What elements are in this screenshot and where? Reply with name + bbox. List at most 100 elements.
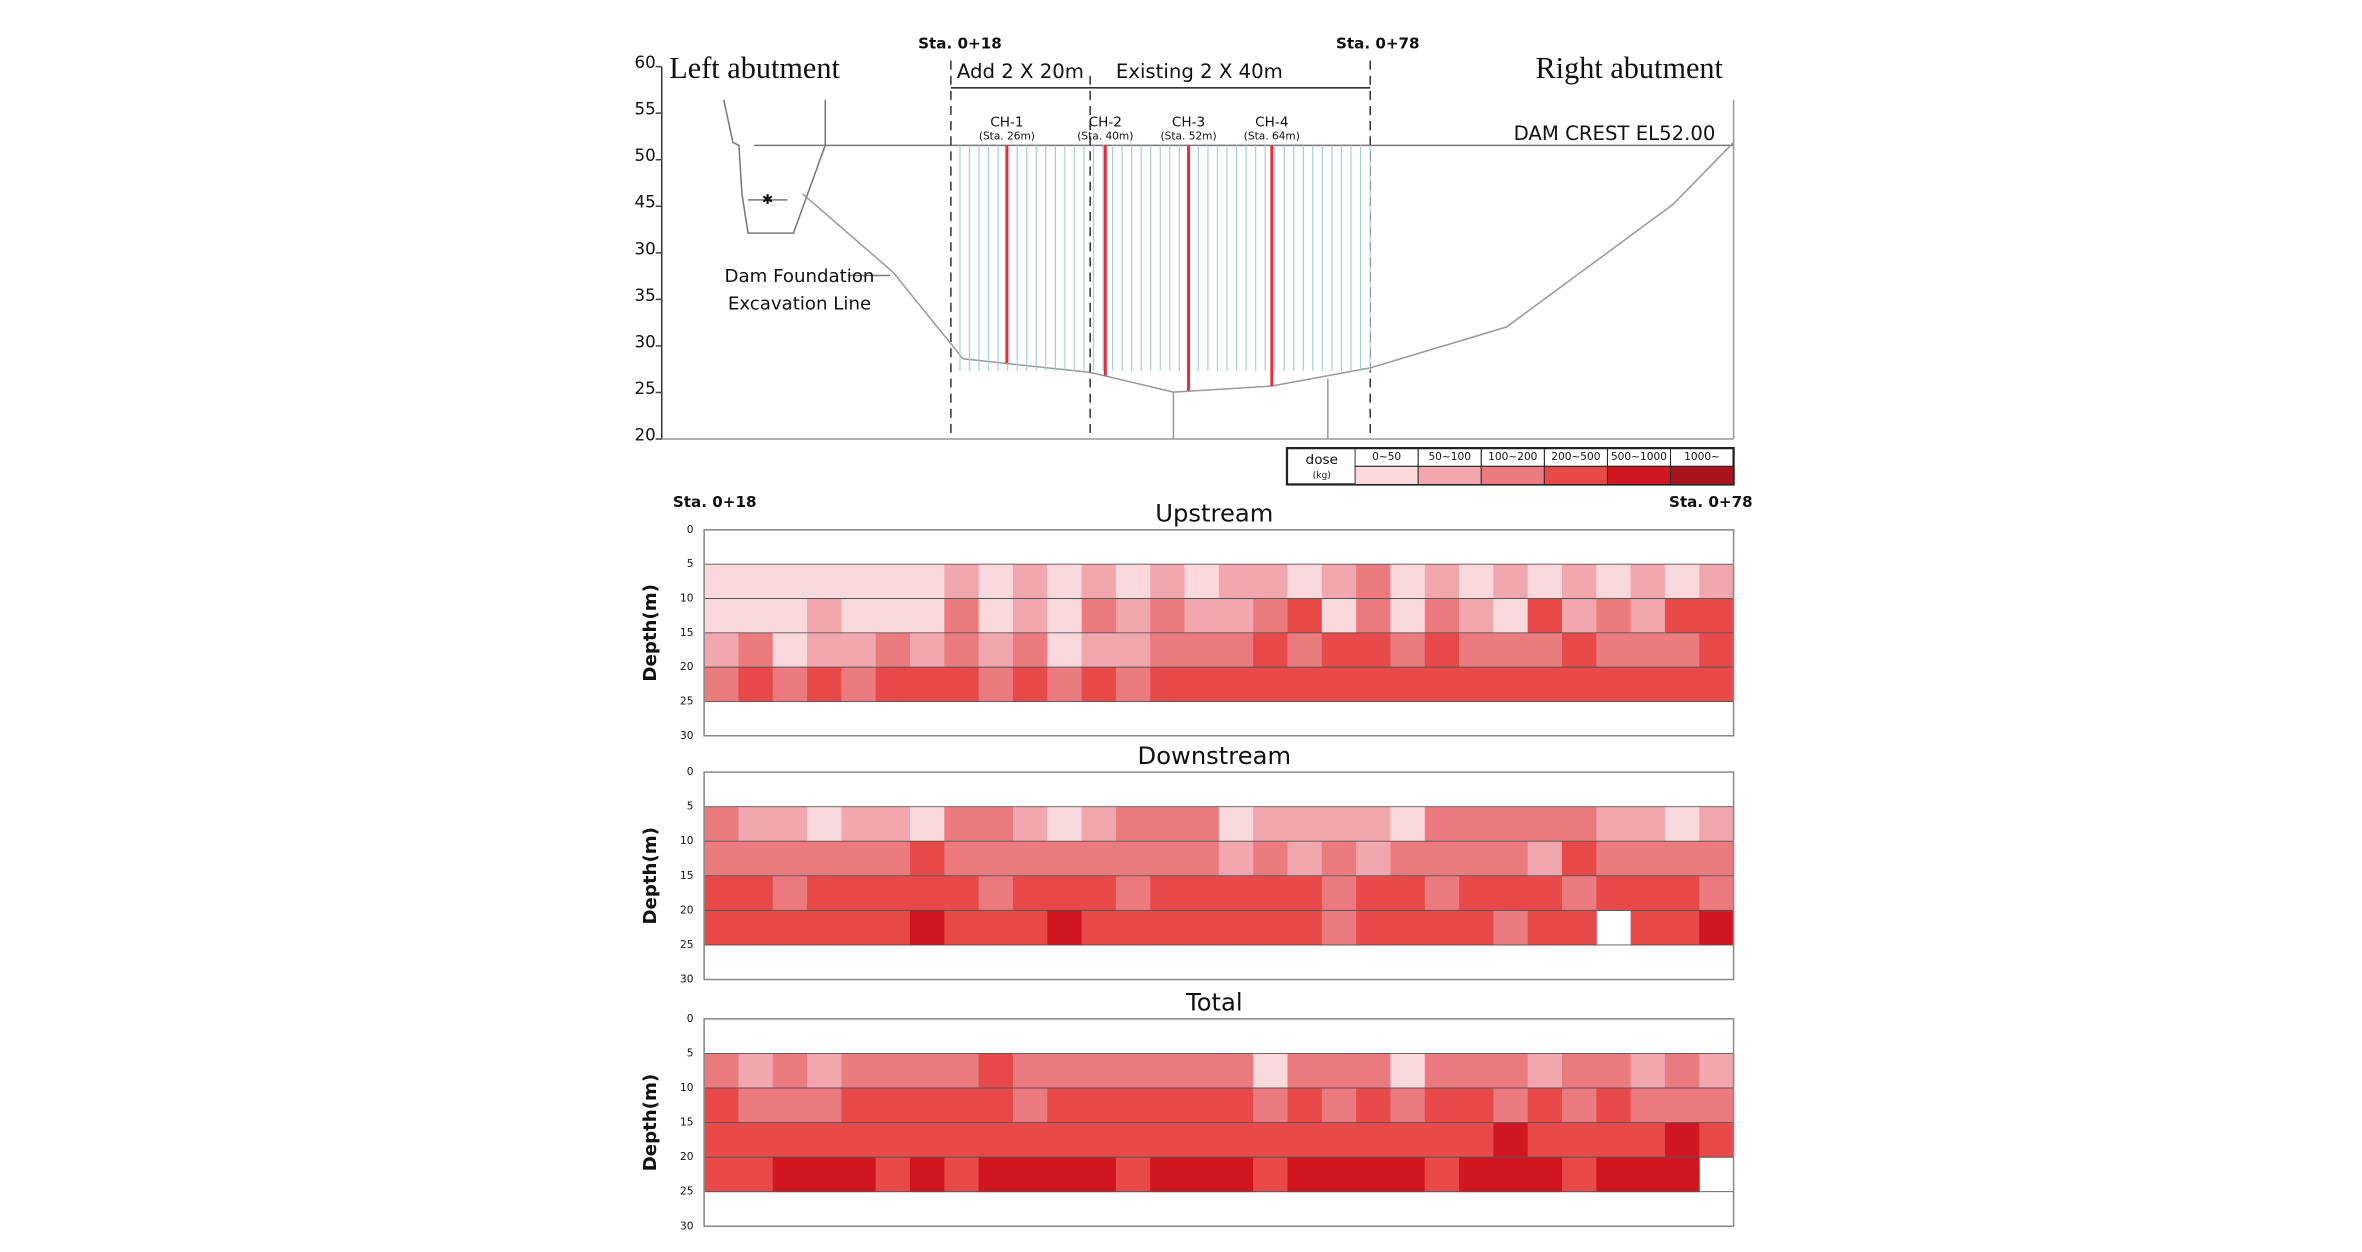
heat-cell (1047, 1157, 1083, 1193)
heat-cell (807, 875, 842, 911)
legend-label: 1000~ (1684, 451, 1720, 463)
heat-cell (1115, 806, 1151, 842)
left-label: Left abutment (669, 51, 840, 85)
y-tick-label: 50 (634, 146, 655, 165)
heat-cell (1047, 598, 1083, 634)
excavation-line (802, 141, 1735, 393)
heat-cell (1012, 1087, 1048, 1124)
heat-cell (772, 910, 808, 946)
heat-cell (1047, 841, 1083, 877)
heat-cell (1081, 1087, 1117, 1124)
heat-cell (1424, 841, 1460, 877)
heat-cell (1218, 841, 1254, 877)
heat-cell (978, 564, 1014, 599)
heat-cell (978, 1157, 1014, 1193)
heat-cell (1356, 667, 1391, 702)
heat-cell (738, 564, 774, 599)
y-tick-label: 25 (634, 379, 655, 398)
heat-cell (1493, 841, 1529, 877)
heat-cell (875, 806, 911, 842)
heat-cell (875, 598, 911, 634)
heat-cell (1184, 1053, 1220, 1089)
heat-cell (1493, 1122, 1529, 1158)
heat-cell (1424, 910, 1460, 946)
heat-cell (841, 632, 877, 668)
y-tick-label: 15 (680, 870, 693, 882)
heat-cell (1218, 875, 1254, 911)
heat-cell (1699, 1087, 1735, 1124)
heat-cell (772, 1053, 808, 1089)
heat-cell (1115, 1157, 1151, 1193)
legend-label: 500~1000 (1611, 451, 1667, 463)
heat-cell (1287, 598, 1323, 634)
heat-cell (1527, 1087, 1563, 1124)
legend-label: 200~500 (1551, 451, 1601, 463)
heat-cell (910, 1157, 945, 1193)
heat-cell (1527, 667, 1563, 702)
heat-cell (1287, 875, 1323, 911)
heat-cell (910, 1053, 945, 1089)
heat-cell (1081, 632, 1117, 668)
heat-cell (1047, 632, 1083, 668)
heat-cell (1390, 667, 1426, 702)
heat-cell (1012, 841, 1048, 877)
heat-cell (1356, 841, 1391, 877)
heat-cell (1390, 1053, 1426, 1089)
heat-cell (1527, 841, 1563, 877)
heat-cell (1699, 667, 1735, 702)
heat-cell (841, 1122, 877, 1158)
heat-cell (1150, 1053, 1185, 1089)
heat-cell (910, 1087, 945, 1124)
heat-cell (1115, 910, 1151, 946)
heat-cell (1218, 806, 1254, 842)
sta-label: Sta. 0+78 (1336, 34, 1420, 52)
heat-cell (1218, 910, 1254, 946)
heat-cell (1115, 667, 1151, 702)
excavation-label: Excavation Line (728, 293, 871, 314)
heat-cell (1218, 1122, 1254, 1158)
heat-cell (1561, 875, 1597, 911)
heat-cell (1630, 910, 1666, 946)
heat-cell (944, 1053, 980, 1089)
y-tick-label: 5 (687, 1047, 694, 1059)
y-axis-label: Depth(m) (640, 1074, 661, 1172)
heat-cell (1081, 667, 1117, 702)
heat-cell (1493, 1157, 1529, 1193)
y-tick-label: 30 (634, 332, 655, 351)
heat-cell (772, 667, 808, 702)
heat-cell (875, 1157, 911, 1193)
heat-cell (1630, 1087, 1666, 1124)
heat-cell (1459, 564, 1494, 599)
heat-cell (841, 1157, 877, 1193)
heat-cell (1081, 910, 1117, 946)
heat-cell (1115, 564, 1151, 599)
heat-cell (1630, 875, 1666, 911)
heat-cell (944, 564, 980, 599)
heat-cell (841, 910, 877, 946)
heat-cell (738, 841, 774, 877)
heat-cell (875, 875, 911, 911)
heat-cell (807, 910, 842, 946)
legend-swatch (1417, 465, 1482, 485)
legend-label: 0~50 (1372, 451, 1401, 463)
heat-cell (1596, 841, 1632, 877)
heat-cell (1561, 806, 1597, 842)
y-tick-label: 45 (634, 193, 655, 212)
heat-cell (1493, 564, 1529, 599)
heat-cell (1047, 910, 1083, 946)
heat-cell (1596, 875, 1632, 911)
heat-cell (1356, 632, 1391, 668)
heat-cell (1424, 1122, 1460, 1158)
heatmap-title: Upstream (1155, 500, 1273, 528)
heat-cell (772, 806, 808, 842)
heat-cell (1287, 1087, 1323, 1124)
heat-cell (1699, 875, 1735, 911)
heat-cell (1493, 806, 1529, 842)
heat-cell (875, 564, 911, 599)
heat-cell (1012, 910, 1048, 946)
heat-cell (1561, 667, 1597, 702)
y-tick-label: 15 (680, 1117, 693, 1129)
heat-cell (1081, 1053, 1117, 1089)
heat-cell (978, 910, 1014, 946)
heat-cell (1356, 1087, 1391, 1124)
